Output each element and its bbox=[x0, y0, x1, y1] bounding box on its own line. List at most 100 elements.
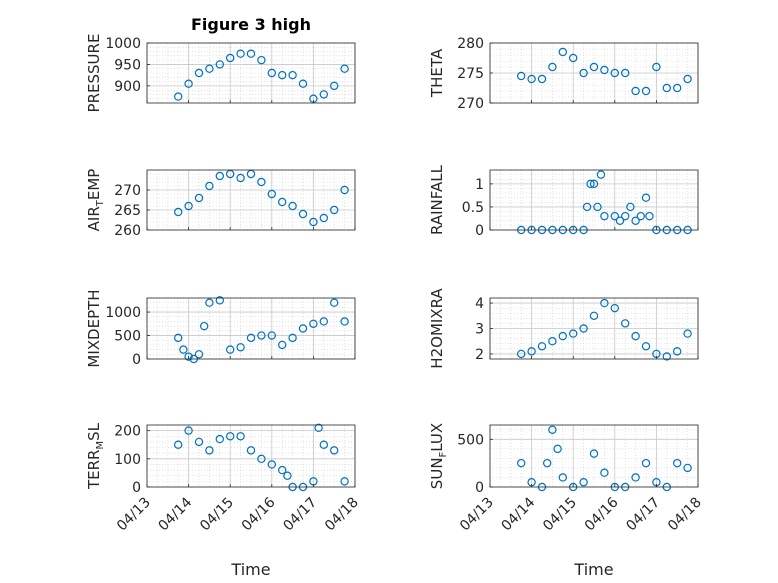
data-point bbox=[589, 311, 599, 320]
data-point bbox=[205, 298, 214, 307]
data-point bbox=[610, 68, 620, 78]
data-point bbox=[319, 90, 328, 99]
data-point bbox=[309, 319, 318, 329]
data-point bbox=[517, 349, 526, 359]
data-point bbox=[246, 333, 256, 343]
data-point bbox=[589, 179, 599, 189]
data-point bbox=[267, 331, 276, 340]
data-point bbox=[641, 458, 651, 468]
data-point bbox=[673, 458, 682, 468]
data-point bbox=[205, 181, 214, 191]
y-axis-label: SUNFLUX bbox=[428, 423, 449, 489]
y-tick-label: 500 bbox=[457, 432, 484, 448]
data-point bbox=[199, 321, 209, 331]
data-point bbox=[548, 62, 557, 72]
data-point bbox=[319, 317, 328, 326]
x-tick-label: 04/18 bbox=[322, 495, 362, 535]
data-point bbox=[586, 179, 595, 189]
data-point bbox=[636, 211, 646, 221]
data-point bbox=[615, 216, 625, 225]
data-point bbox=[330, 205, 339, 215]
data-point bbox=[579, 478, 588, 487]
data-point bbox=[652, 62, 661, 72]
data-point bbox=[631, 86, 640, 96]
data-point bbox=[537, 74, 547, 84]
y-axis-label: RAINFALL bbox=[428, 164, 446, 235]
data-point bbox=[236, 49, 245, 58]
data-point bbox=[641, 86, 651, 96]
x-tick-label: 04/13 bbox=[457, 495, 497, 535]
data-point bbox=[246, 446, 256, 455]
data-point bbox=[173, 92, 183, 101]
data-point bbox=[288, 201, 297, 211]
y-axis-label: TERRMSL bbox=[85, 422, 106, 490]
data-point bbox=[621, 319, 630, 328]
data-point bbox=[194, 350, 204, 359]
data-point bbox=[319, 213, 328, 223]
data-point bbox=[610, 211, 620, 221]
data-point bbox=[173, 333, 183, 343]
data-point bbox=[558, 473, 568, 482]
data-point bbox=[257, 177, 266, 187]
data-point bbox=[179, 345, 188, 354]
subplot-terr-msl: 0 100 200 04/13 04/14 04/15 04/16 04/17 04/18 TER… bbox=[85, 422, 362, 534]
data-point bbox=[319, 440, 328, 449]
y-axis-label: PRESSURE bbox=[85, 34, 103, 113]
data-point bbox=[288, 333, 297, 343]
data-point bbox=[194, 68, 204, 78]
data-point bbox=[641, 342, 651, 351]
data-point bbox=[184, 79, 193, 88]
data-point bbox=[267, 68, 276, 78]
y-tick-label: 1 bbox=[475, 177, 484, 193]
data-point bbox=[662, 83, 672, 93]
data-point bbox=[579, 324, 588, 333]
data-point bbox=[184, 426, 193, 435]
data-point bbox=[558, 47, 568, 57]
axes-box bbox=[489, 169, 699, 231]
data-point bbox=[278, 465, 287, 475]
data-point bbox=[278, 197, 287, 207]
y-tick-label: 270 bbox=[114, 183, 141, 199]
data-point bbox=[517, 71, 526, 81]
data-point bbox=[683, 329, 692, 338]
data-point bbox=[517, 458, 526, 468]
data-point bbox=[340, 64, 349, 73]
x-tick-label: 04/18 bbox=[665, 495, 705, 535]
data-point bbox=[582, 202, 592, 212]
data-point bbox=[309, 217, 318, 227]
data-point bbox=[593, 202, 602, 212]
subplot-rainfall: 0 0.5 1 RAINFALL bbox=[428, 164, 699, 239]
y-tick-label: 500 bbox=[114, 329, 141, 345]
x-tick-label: 04/14 bbox=[499, 494, 539, 534]
x-tick-label: 04/17 bbox=[280, 495, 320, 535]
data-point bbox=[173, 207, 183, 217]
axes-box bbox=[146, 169, 356, 231]
data-point bbox=[548, 425, 557, 434]
data-point bbox=[600, 298, 609, 308]
axes-box bbox=[146, 297, 356, 360]
data-point bbox=[596, 170, 606, 179]
data-point bbox=[278, 70, 287, 80]
subplot-sun-flux: 0 500 04/13 04/14 04/15 04/16 04/17 04/18 SUNFLU… bbox=[428, 423, 705, 535]
y-tick-label: 275 bbox=[457, 66, 484, 82]
data-point bbox=[236, 173, 245, 183]
y-tick-label: 265 bbox=[114, 203, 141, 219]
data-point bbox=[288, 70, 297, 80]
data-point bbox=[645, 211, 654, 221]
axes-box bbox=[146, 42, 356, 104]
data-point bbox=[330, 298, 339, 307]
data-point bbox=[314, 423, 323, 433]
data-point bbox=[298, 79, 308, 88]
subplot-h2omixra: 2 3 4 H2OMIXRA bbox=[428, 288, 699, 369]
data-point bbox=[569, 329, 578, 338]
data-point bbox=[631, 473, 640, 482]
data-point bbox=[553, 444, 562, 454]
data-point bbox=[298, 209, 308, 219]
data-point bbox=[589, 62, 599, 72]
y-tick-label: 0 bbox=[475, 480, 484, 496]
data-point bbox=[330, 81, 339, 91]
y-tick-label: 4 bbox=[475, 296, 484, 312]
data-point bbox=[298, 324, 308, 333]
